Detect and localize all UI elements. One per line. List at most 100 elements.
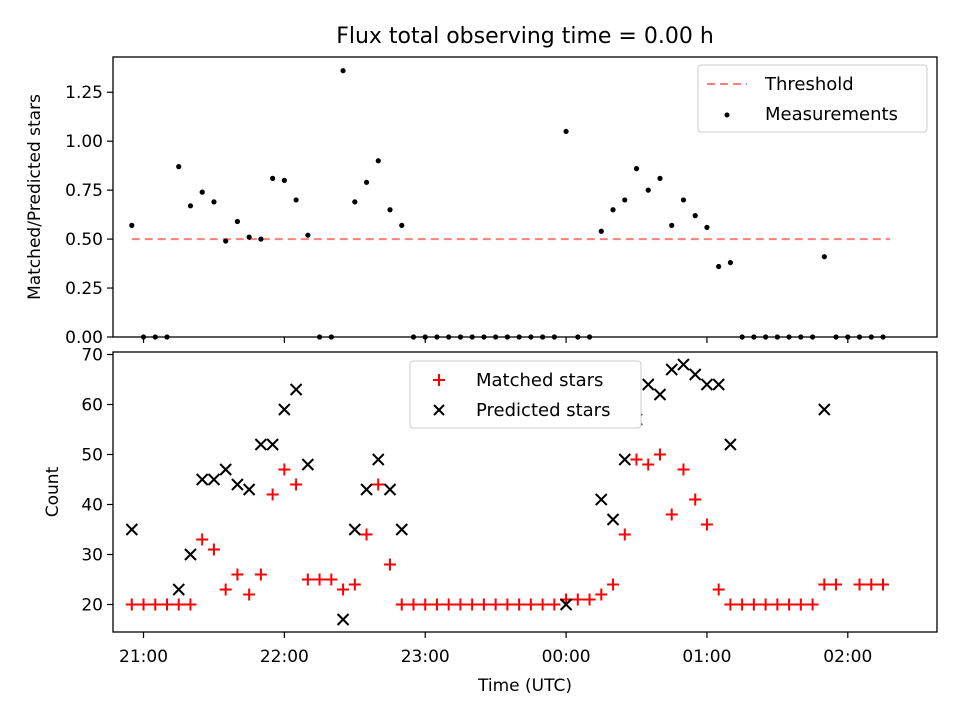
bottom-x-tick-label: 02:00 xyxy=(823,647,872,667)
predicted-star-marker xyxy=(724,438,737,451)
matched-star-marker xyxy=(618,528,631,541)
matched-star-marker xyxy=(196,533,209,546)
predicted-star-marker xyxy=(688,368,702,381)
predicted-star-stroke-b xyxy=(219,463,232,476)
bottom-x-tick-label: 00:00 xyxy=(542,647,591,667)
predicted-star-stroke-b xyxy=(196,473,209,486)
bottom-legend: Matched stars Predicted stars xyxy=(409,360,642,429)
predicted-star-marker xyxy=(301,458,315,471)
measurement-point xyxy=(281,177,287,183)
measurement-point xyxy=(633,166,640,172)
bottom-x-tick-label: 22:00 xyxy=(260,647,309,667)
top-panel: Matched/Predicted stars 0.00 0.25 0.50 0.75… xyxy=(25,56,938,348)
measurement-point xyxy=(821,254,827,260)
predicted-star-marker xyxy=(231,478,244,491)
measurement-point xyxy=(645,187,651,193)
bottom-x-tick-label: 23:00 xyxy=(401,647,450,667)
predicted-star-stroke-b xyxy=(595,493,608,506)
predicted-star-stroke-b xyxy=(688,368,702,381)
matched-star-marker xyxy=(548,598,561,611)
predicted-star-stroke-b xyxy=(278,403,291,416)
matched-star-marker xyxy=(348,578,361,591)
matched-star-marker xyxy=(301,573,314,586)
bottom-y-tick-label: 50 xyxy=(81,446,103,466)
matched-star-marker xyxy=(360,528,373,541)
measurement-point xyxy=(399,222,405,228)
matched-star-marker xyxy=(665,508,678,521)
top-y-tick-label: 0.25 xyxy=(65,279,103,299)
matched-star-marker xyxy=(466,598,479,611)
predicted-star-marker xyxy=(196,473,209,486)
predicted-star-stroke-b xyxy=(372,453,385,466)
predicted-star-stroke-b xyxy=(618,453,631,466)
matched-star-marker xyxy=(794,598,807,611)
predicted-star-marker xyxy=(712,378,725,391)
predicted-star-stroke-b xyxy=(207,473,221,486)
measurement-point xyxy=(704,224,710,230)
predicted-star-stroke-b xyxy=(348,523,362,536)
bottom-y-ticks: 20 30 40 50 60 70 xyxy=(81,346,113,616)
top-y-tick-label: 1.25 xyxy=(65,83,103,103)
predicted-star-stroke-b xyxy=(653,388,667,401)
measurement-point xyxy=(680,197,687,203)
matched-star-marker xyxy=(290,478,303,491)
legend-measurements-label: Measurements xyxy=(765,104,898,125)
measurement-point xyxy=(657,175,663,181)
measurement-point xyxy=(258,236,264,242)
matched-star-marker xyxy=(630,453,643,466)
bottom-y-tick-label: 20 xyxy=(81,596,103,616)
legend-matched-label: Matched stars xyxy=(476,370,603,391)
predicted-star-stroke-b xyxy=(677,358,690,371)
predicted-star-stroke-b xyxy=(383,483,397,496)
matched-star-marker xyxy=(700,518,713,531)
bottom-y-tick-label: 30 xyxy=(81,546,103,566)
legend-predicted-label: Predicted stars xyxy=(476,400,610,421)
predicted-star-marker xyxy=(383,483,397,496)
matched-star-marker xyxy=(571,593,584,606)
predicted-star-stroke-b xyxy=(184,548,197,561)
measurement-point xyxy=(727,259,734,266)
predicted-star-marker xyxy=(242,483,256,496)
matched-stars-points xyxy=(125,448,890,611)
matched-star-marker xyxy=(184,598,197,611)
matched-star-marker xyxy=(278,463,291,476)
bottom-x-tick-label: 01:00 xyxy=(682,647,731,667)
measurement-point xyxy=(187,203,194,209)
matched-star-marker xyxy=(419,598,432,611)
predicted-star-stroke-b xyxy=(231,478,244,491)
predicted-star-stroke-b xyxy=(301,458,315,471)
predicted-star-stroke-b xyxy=(125,523,138,536)
measurement-point xyxy=(223,238,229,244)
predicted-star-marker xyxy=(372,453,385,466)
bottom-y-tick-label: 40 xyxy=(81,496,103,516)
measurement-point xyxy=(669,222,675,228)
bottom-legend-box xyxy=(409,360,642,429)
matched-star-marker xyxy=(384,558,397,571)
predicted-star-stroke-b xyxy=(606,513,620,526)
bottom-x-ticks: 21:00 22:00 23:00 00:00 01:00 02:00 xyxy=(119,632,872,667)
legend-measurements-swatch xyxy=(724,112,730,118)
measurement-point xyxy=(211,199,217,205)
matched-star-marker xyxy=(372,478,385,491)
matched-star-marker xyxy=(830,578,843,591)
measurement-point xyxy=(598,228,604,234)
top-y-tick-label: 0.00 xyxy=(65,328,103,348)
matched-star-marker xyxy=(407,598,420,611)
predicted-star-marker xyxy=(278,403,291,416)
measurement-point xyxy=(199,189,205,195)
predicted-star-stroke-b xyxy=(266,438,279,451)
measurement-point xyxy=(176,164,182,170)
bottom-y-tick-label: 60 xyxy=(81,396,103,416)
matched-star-marker xyxy=(524,598,537,611)
matched-star-marker xyxy=(219,583,232,596)
legend-threshold-label: Threshold xyxy=(764,74,854,95)
measurement-point xyxy=(563,128,569,135)
matched-star-marker xyxy=(125,598,138,611)
predicted-star-marker xyxy=(125,523,138,536)
predicted-star-stroke-b xyxy=(172,583,185,596)
bottom-axes-frame xyxy=(112,351,938,633)
predicted-star-marker xyxy=(184,548,197,561)
matched-star-marker xyxy=(712,583,725,596)
matched-star-marker xyxy=(313,573,326,586)
